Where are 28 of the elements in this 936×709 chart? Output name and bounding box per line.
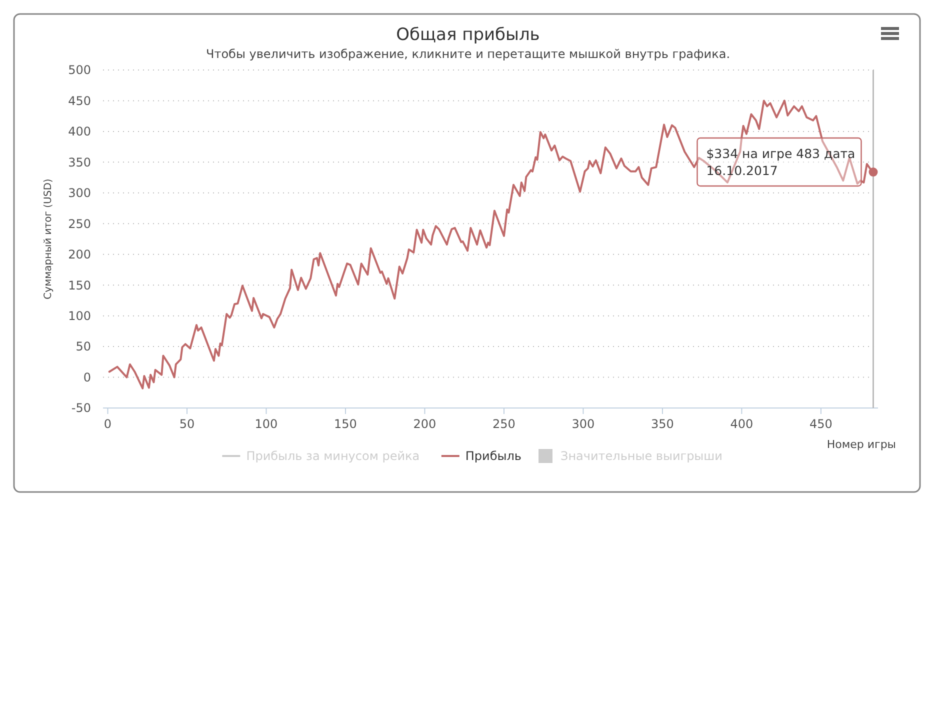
x-tick-label: 200 <box>413 417 436 431</box>
y-tick-label: 400 <box>68 124 91 139</box>
y-tick-label: 0 <box>83 370 91 384</box>
y-tick-label: 300 <box>68 186 91 200</box>
y-tick-label: 500 <box>68 63 91 78</box>
x-tick-label: 450 <box>809 417 832 431</box>
x-tick-label: 300 <box>572 417 595 431</box>
y-tick-label: 150 <box>68 278 91 292</box>
y-tick-label: -50 <box>71 401 91 416</box>
x-tick-label: 350 <box>651 417 674 431</box>
y-tick-label: 450 <box>68 94 91 108</box>
x-tick-label: 150 <box>334 417 357 431</box>
annotation: $334 на игре 483 дата 16.10.2017 <box>706 146 856 178</box>
y-tick-label: 50 <box>76 340 91 354</box>
y-tick-label: 350 <box>68 155 91 170</box>
x-tick-label: 100 <box>254 417 278 431</box>
legend-label: Прибыль <box>465 449 522 463</box>
y-axis-title: Суммарный итог (USD) <box>43 178 54 300</box>
x-axis-title: Номер игры <box>826 438 896 451</box>
x-tick-label: 0 <box>104 417 112 431</box>
x-tick-label: 250 <box>492 417 516 431</box>
x-tick-label: 50 <box>179 417 195 431</box>
y-tick-label: 200 <box>68 248 91 262</box>
y-tick-label: 250 <box>68 216 91 231</box>
chart-subtitle: Чтобы увеличить изображение, кликните и перетащите мышкой внутрь графика. <box>206 47 730 61</box>
x-tick-label: 400 <box>730 417 754 431</box>
chart-title: Общая прибыль <box>396 25 540 45</box>
y-tick-label: 100 <box>68 309 91 324</box>
